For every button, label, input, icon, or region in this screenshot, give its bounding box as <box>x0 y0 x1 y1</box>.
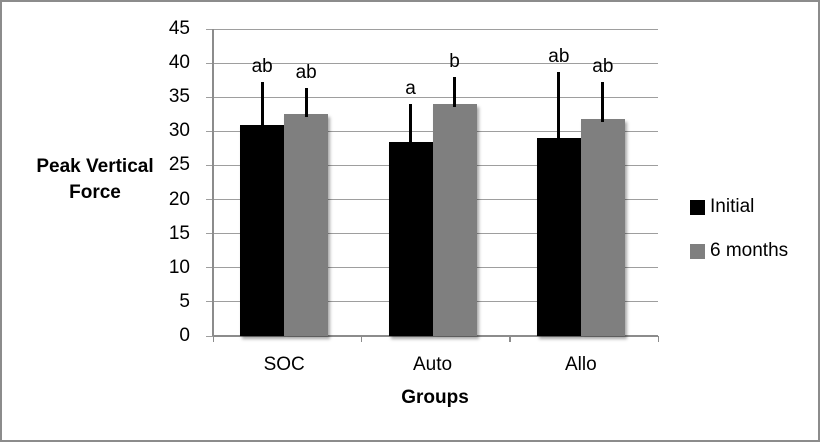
sig-label-allo-1: ab <box>592 56 614 78</box>
y-tick-10 <box>206 267 213 269</box>
error-bar-allo-0 <box>557 71 561 142</box>
y-tick-label-35: 35 <box>168 86 190 108</box>
y-axis-title-line1: Peak Vertical <box>36 156 154 177</box>
legend-label-6-months: 6 months <box>710 240 789 261</box>
y-axis-title-line2: Force <box>69 182 121 203</box>
bar-soc-initial <box>240 124 285 336</box>
y-tick-30 <box>206 130 213 132</box>
error-bar-allo-1 <box>601 82 605 123</box>
y-tick-label-15: 15 <box>168 222 190 244</box>
x-tick-0 <box>212 336 214 342</box>
legend-swatch-6-months <box>690 243 705 259</box>
gridline-45 <box>213 28 658 30</box>
bar-soc-6-months <box>284 114 329 336</box>
y-tick-15 <box>206 233 213 235</box>
x-tick-2 <box>509 336 511 342</box>
x-tick-3 <box>657 336 659 342</box>
x-axis-line <box>213 335 658 337</box>
y-tick-45 <box>206 28 213 30</box>
x-category-label-soc: SOC <box>263 354 305 375</box>
y-axis-title: Peak Vertical Force <box>19 154 171 206</box>
y-axis-line <box>212 29 214 336</box>
sig-label-soc-0: ab <box>251 56 273 78</box>
y-tick-label-45: 45 <box>168 18 190 39</box>
y-tick-40 <box>206 62 213 64</box>
y-tick-35 <box>206 96 213 98</box>
sig-label-allo-0: ab <box>548 45 570 67</box>
bar-auto-initial <box>388 141 433 336</box>
y-tick-label-40: 40 <box>168 52 190 74</box>
error-bar-auto-1 <box>453 76 456 108</box>
bar-allo-initial <box>536 138 581 336</box>
x-category-label-auto: Auto <box>412 354 453 375</box>
legend: Initial 6 months <box>690 196 788 284</box>
x-category-label-allo: Allo <box>564 354 597 375</box>
y-tick-label-20: 20 <box>168 188 190 210</box>
error-bar-soc-1 <box>304 87 308 118</box>
sig-label-soc-1: ab <box>295 61 317 83</box>
y-tick-5 <box>206 301 213 303</box>
legend-item-initial: Initial <box>690 196 788 218</box>
y-tick-0 <box>206 335 213 337</box>
y-tick-label-0: 0 <box>179 325 190 346</box>
y-tick-20 <box>206 199 213 201</box>
error-bar-auto-0 <box>409 104 412 145</box>
gridline-35 <box>213 96 658 98</box>
y-tick-label-5: 5 <box>179 290 190 312</box>
bar-allo-6-months <box>580 119 625 336</box>
bar-auto-6-months <box>432 104 477 336</box>
y-tick-label-10: 10 <box>168 256 190 278</box>
legend-swatch-initial <box>690 199 705 215</box>
error-bar-soc-0 <box>260 82 264 128</box>
sig-label-auto-1: b <box>449 50 460 72</box>
legend-item-6-months: 6 months <box>690 240 788 262</box>
x-axis-title: Groups <box>401 387 469 408</box>
legend-label-initial: Initial <box>710 196 755 217</box>
y-tick-25 <box>206 164 213 166</box>
y-tick-label-30: 30 <box>168 120 190 142</box>
sig-label-auto-0: a <box>405 78 416 100</box>
y-tick-label-25: 25 <box>168 154 190 176</box>
x-tick-1 <box>360 336 363 342</box>
gridline-40 <box>213 62 658 64</box>
